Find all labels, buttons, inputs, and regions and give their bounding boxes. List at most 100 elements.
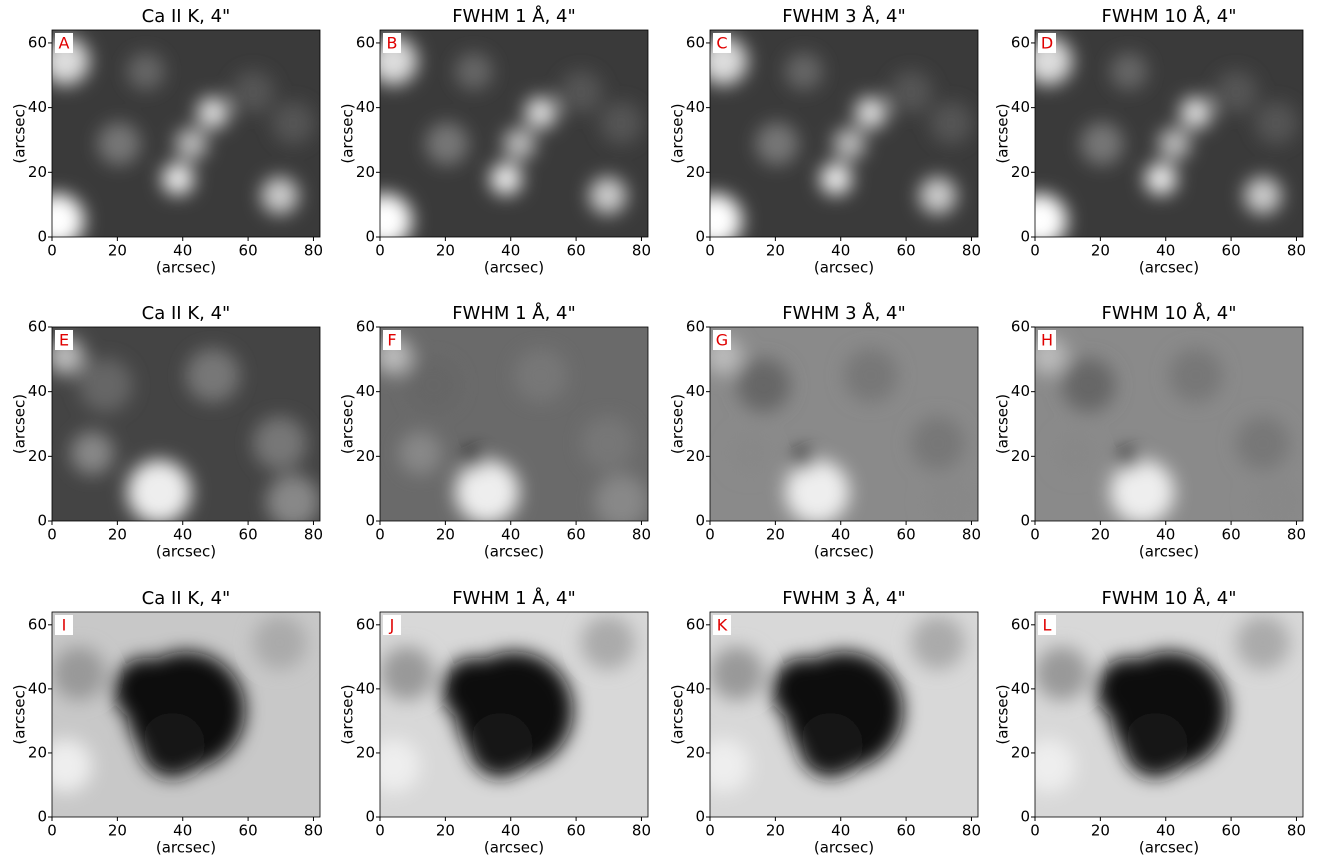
image-blob <box>911 615 965 670</box>
image-blob <box>1080 122 1124 166</box>
panel-label: H <box>1041 331 1053 350</box>
panel-label-box <box>383 33 401 53</box>
x-tick-label: 20 <box>108 242 127 260</box>
y-tick-label: 20 <box>1011 447 1030 465</box>
x-axis-label: (arcsec) <box>484 543 544 561</box>
x-tick-label: 80 <box>962 526 981 544</box>
x-tick-label: 40 <box>501 822 520 840</box>
x-tick-label: 0 <box>705 242 715 260</box>
image <box>380 612 648 817</box>
image-blob <box>755 122 799 166</box>
y-tick-label: 20 <box>28 163 47 181</box>
axes-frame <box>709 29 979 238</box>
panel-label-box <box>55 615 73 635</box>
y-tick-label: 0 <box>1020 512 1030 530</box>
image-blob <box>127 459 192 521</box>
y-tick-label: 40 <box>686 98 705 116</box>
chart-title: FWHM 1 Å, 4" <box>452 587 576 609</box>
image-blob <box>455 52 493 91</box>
y-tick-label: 20 <box>1011 163 1030 181</box>
y-tick-label: 60 <box>686 318 705 336</box>
y-tick-label: 40 <box>28 382 47 400</box>
x-axis-label: (arcsec) <box>1139 839 1199 857</box>
x-tick-label: 80 <box>304 822 323 840</box>
axes-frame <box>709 326 979 522</box>
image-blob <box>559 70 603 114</box>
panel-label-box <box>1038 33 1056 53</box>
image-blob <box>1244 176 1282 215</box>
x-axis-label: (arcsec) <box>156 543 216 561</box>
image-blob <box>271 101 315 145</box>
image-blob <box>252 615 307 670</box>
panel-label: A <box>59 34 70 53</box>
image-blob <box>380 193 413 237</box>
panel-label-box <box>383 615 401 635</box>
axes-frame <box>1034 326 1304 522</box>
image-blob <box>1110 459 1175 521</box>
y-axis-label: (arcsec) <box>11 394 29 454</box>
x-axis-label: (arcsec) <box>1139 543 1199 561</box>
y-tick-label: 40 <box>28 98 47 116</box>
x-tick-label: 80 <box>304 526 323 544</box>
y-tick-label: 20 <box>686 447 705 465</box>
image-blob <box>231 70 275 114</box>
image-blob <box>1179 96 1212 129</box>
y-tick-label: 40 <box>1011 98 1030 116</box>
y-tick-label: 60 <box>1011 318 1030 336</box>
panel: 0 20 40 60 80 0 20 40 60 FWHM 3 Å, 4" (arcsec) (arc… <box>669 587 982 857</box>
image-blob <box>406 358 461 413</box>
x-tick-label: 40 <box>831 526 850 544</box>
image-blob <box>113 657 178 723</box>
image-texture <box>710 337 978 521</box>
image-blob <box>441 657 506 723</box>
image-blob <box>599 101 643 145</box>
y-tick-label: 20 <box>356 447 375 465</box>
panel-label-box <box>713 330 731 350</box>
x-axis-label: (arcsec) <box>156 839 216 857</box>
y-tick-label: 0 <box>695 808 705 826</box>
image-blob <box>127 52 165 91</box>
x-tick-label: 40 <box>173 526 192 544</box>
y-tick-label: 40 <box>1011 679 1030 697</box>
chart-title: FWHM 1 Å, 4" <box>452 302 576 324</box>
y-tick-label: 0 <box>1020 228 1030 246</box>
x-tick-label: 80 <box>632 822 651 840</box>
y-tick-label: 60 <box>686 615 705 633</box>
image-blob <box>1035 738 1076 793</box>
x-tick-label: 40 <box>501 526 520 544</box>
panel-label-box <box>55 33 73 53</box>
x-tick-label: 0 <box>705 526 715 544</box>
x-tick-label: 60 <box>567 242 586 260</box>
image-blob <box>524 96 557 129</box>
y-tick-label: 0 <box>37 228 47 246</box>
y-tick-label: 0 <box>37 808 47 826</box>
image-blob <box>581 615 635 670</box>
x-tick-label: 80 <box>1287 526 1306 544</box>
image-texture <box>1035 36 1298 237</box>
axes-frame <box>1034 29 1304 238</box>
panel-label: E <box>59 331 69 350</box>
x-tick-label: 20 <box>1091 822 1110 840</box>
image-blob <box>833 127 866 160</box>
image-blob <box>468 713 533 778</box>
image-blob <box>798 713 863 778</box>
image-blob <box>924 474 978 521</box>
image-blob <box>140 713 205 778</box>
x-tick-label: 0 <box>1030 526 1040 544</box>
y-tick-label: 20 <box>28 447 47 465</box>
image-blob <box>1123 713 1188 778</box>
panel-label: C <box>716 34 727 53</box>
panel: 0 20 40 60 80 0 20 40 60 FWHM 10 Å, 4" (arcsec) (ar… <box>994 5 1307 277</box>
panel-label-box <box>1038 330 1056 350</box>
y-tick-label: 20 <box>686 743 705 761</box>
x-tick-label: 80 <box>1287 242 1306 260</box>
image-blob <box>1214 70 1258 114</box>
x-tick-label: 20 <box>766 822 785 840</box>
image-blob <box>1236 416 1290 471</box>
panel-label: K <box>717 616 728 635</box>
image-blob <box>161 162 195 196</box>
y-tick-label: 0 <box>1020 808 1030 826</box>
x-axis-label: (arcsec) <box>484 259 544 277</box>
y-tick-label: 0 <box>365 512 375 530</box>
y-tick-label: 20 <box>356 743 375 761</box>
